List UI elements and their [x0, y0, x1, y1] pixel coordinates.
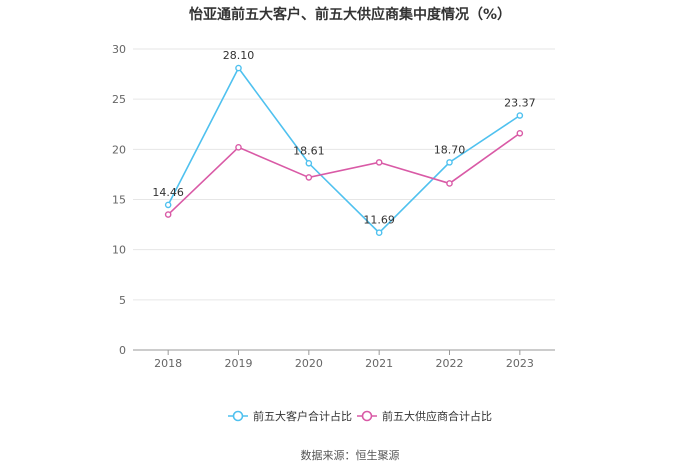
y-tick-label: 15 [112, 194, 126, 207]
x-tick-label: 2020 [295, 357, 323, 370]
data-point [375, 229, 383, 237]
data-point [235, 64, 242, 72]
y-tick-label: 5 [119, 294, 126, 307]
chart-title: 怡亚通前五大客户、前五大供应商集中度情况（%） [188, 7, 512, 23]
y-tick-label: 25 [112, 93, 126, 106]
axis-layer: 0 5 10 15 20 25 30 2018 2019 2020 2021 2022 2023 [112, 43, 555, 370]
data-label: 14.46 [152, 186, 184, 199]
x-tick-label: 2019 [225, 357, 253, 370]
y-tick-label: 20 [112, 143, 126, 156]
grid-layer [133, 48, 555, 301]
x-tick-label: 2022 [436, 357, 464, 370]
y-tick-label: 0 [119, 344, 126, 357]
data-point [164, 211, 172, 218]
data-label: 18.61 [293, 144, 325, 157]
series-layer [164, 64, 524, 237]
legend-marker [361, 410, 373, 422]
source-note: 数据来源：恒生聚源 [300, 449, 400, 462]
data-point [305, 159, 313, 167]
data-point [235, 144, 242, 151]
data-point [516, 112, 524, 119]
data-label-layer: 14.46 28.10 18.61 11.69 18.70 23.37 [152, 49, 535, 227]
series-line-2 [167, 132, 521, 216]
x-tick-label: 2023 [506, 357, 534, 370]
legend-label: 前五大客户合计占比 [253, 409, 352, 423]
legend-marker [232, 410, 244, 422]
data-label: 18.70 [434, 143, 466, 156]
data-point [375, 159, 383, 166]
data-label: 11.69 [363, 214, 395, 227]
series-line-1 [167, 66, 521, 234]
data-label: 23.37 [504, 97, 536, 110]
data-point [516, 129, 524, 137]
y-tick-label: 30 [112, 43, 126, 56]
data-point [446, 180, 453, 187]
data-point [446, 159, 453, 166]
x-tick-label: 2018 [154, 357, 182, 370]
legend: 前五大客户合计占比 前五大供应商合计占比 [228, 409, 492, 423]
data-point [164, 201, 172, 209]
x-tick-label: 2021 [365, 357, 393, 370]
data-point [305, 174, 313, 181]
data-label: 28.10 [223, 49, 255, 62]
y-tick-label: 10 [112, 244, 126, 257]
legend-label: 前五大供应商合计占比 [382, 409, 492, 423]
